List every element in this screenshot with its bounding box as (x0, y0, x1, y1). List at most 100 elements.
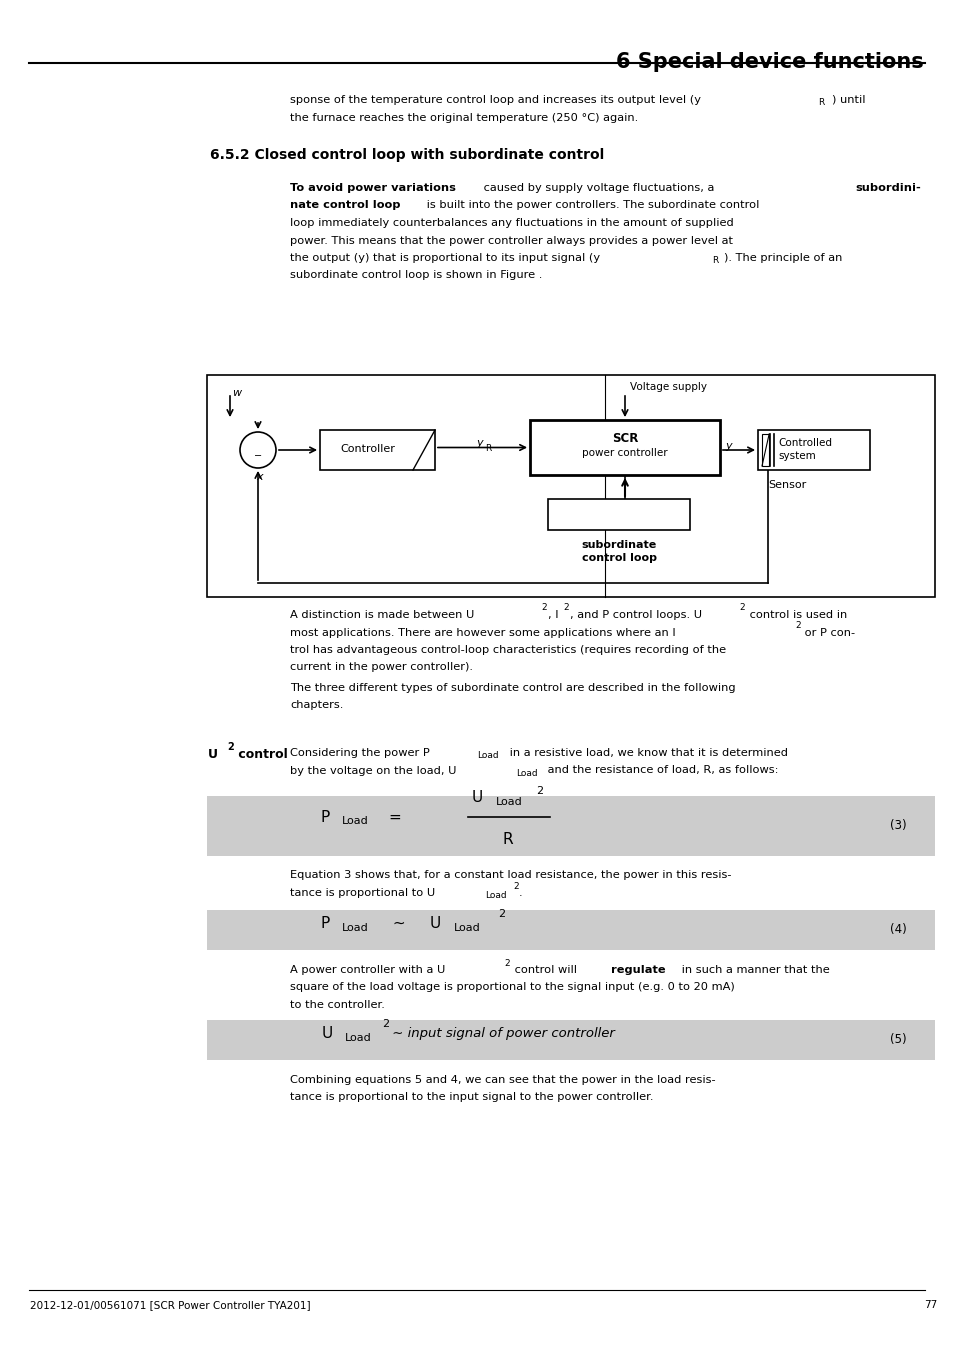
Text: (4): (4) (889, 923, 905, 937)
Bar (319, 431, 435, 470)
Text: R: R (485, 444, 491, 454)
Text: in a resistive load, we know that it is determined: in a resistive load, we know that it is … (505, 748, 786, 757)
Text: 2: 2 (497, 909, 504, 919)
Text: Equation 3 shows that, for a constant load resistance, the power in this resis-: Equation 3 shows that, for a constant lo… (290, 869, 731, 880)
Text: is built into the power controllers. The subordinate control: is built into the power controllers. The… (423, 201, 760, 211)
Text: 2012-12-01/00561071 [SCR Power Controller TYA201]: 2012-12-01/00561071 [SCR Power Controlle… (30, 1300, 311, 1310)
Text: Combining equations 5 and 4, we can see that the power in the load resis-: Combining equations 5 and 4, we can see … (290, 1075, 715, 1085)
Bar (207, 910, 934, 950)
Text: A power controller with a U: A power controller with a U (290, 965, 445, 975)
Bar (530, 420, 720, 475)
Text: control loop: control loop (581, 554, 656, 563)
Text: to the controller.: to the controller. (290, 1000, 384, 1010)
Text: R: R (712, 256, 718, 265)
Bar (758, 431, 869, 470)
Text: Controller: Controller (339, 444, 395, 454)
Text: U: U (472, 791, 483, 806)
Text: x: x (255, 472, 262, 482)
Text: by the voltage on the load, U: by the voltage on the load, U (290, 765, 456, 775)
Text: system: system (778, 451, 815, 460)
Text: ∼ input signal of power controller: ∼ input signal of power controller (388, 1027, 615, 1041)
Text: y: y (724, 441, 731, 451)
Text: tance is proportional to U: tance is proportional to U (290, 887, 435, 898)
Text: current in the power controller).: current in the power controller). (290, 663, 473, 672)
Text: regulate: regulate (610, 965, 665, 975)
Text: =: = (388, 810, 400, 825)
Text: Load: Load (485, 891, 507, 900)
Text: in such a manner that the: in such a manner that the (678, 965, 829, 975)
Text: The three different types of subordinate control are described in the following: The three different types of subordinate… (290, 683, 735, 693)
Text: (3): (3) (889, 819, 905, 833)
Text: ∼: ∼ (388, 917, 410, 932)
Text: P: P (319, 917, 329, 932)
Bar (207, 375, 934, 597)
Text: Sensor: Sensor (767, 481, 805, 490)
Text: ) until: ) until (831, 95, 864, 105)
Text: Load: Load (341, 923, 369, 933)
Text: Load: Load (516, 769, 537, 778)
Text: , I: , I (547, 610, 558, 620)
Text: power controller: power controller (581, 448, 667, 459)
Text: P: P (319, 810, 329, 825)
Text: most applications. There are however some applications where an I: most applications. There are however som… (290, 628, 675, 637)
Text: Load: Load (341, 817, 369, 826)
Text: control: control (233, 748, 287, 761)
Text: ). The principle of an: ). The principle of an (723, 252, 842, 263)
Text: 2: 2 (541, 603, 547, 613)
Text: U: U (430, 917, 441, 932)
Text: R: R (502, 832, 513, 846)
Text: (5): (5) (889, 1034, 905, 1046)
Bar (207, 796, 934, 856)
Text: control is used in: control is used in (744, 610, 846, 620)
Text: or P con-: or P con- (801, 628, 854, 637)
Text: the furnace reaches the original temperature (250 °C) again.: the furnace reaches the original tempera… (290, 113, 638, 123)
Text: control will: control will (510, 965, 579, 975)
Text: 2: 2 (739, 603, 744, 613)
Text: 6 Special device functions: 6 Special device functions (616, 53, 923, 72)
Bar (207, 1021, 934, 1060)
Text: power. This means that the power controller always provides a power level at: power. This means that the power control… (290, 235, 732, 246)
Text: and the resistance of load, R, as follows:: and the resistance of load, R, as follow… (544, 765, 779, 775)
Text: 6.5.2 Closed control loop with subordinate control: 6.5.2 Closed control loop with subordina… (210, 148, 603, 162)
Text: SCR: SCR (611, 432, 638, 446)
Text: trol has advantageous control-loop characteristics (requires recording of the: trol has advantageous control-loop chara… (290, 645, 725, 655)
Text: loop immediately counterbalances any fluctuations in the amount of supplied: loop immediately counterbalances any flu… (290, 217, 733, 228)
Text: 2: 2 (504, 960, 510, 968)
Text: A distinction is made between U: A distinction is made between U (290, 610, 474, 620)
Text: 2: 2 (381, 1019, 389, 1029)
Text: Considering the power P: Considering the power P (290, 748, 429, 757)
Text: Load: Load (454, 923, 480, 933)
Text: the output (y) that is proportional to its input signal (y: the output (y) that is proportional to i… (290, 252, 599, 263)
Text: To avoid power variations: To avoid power variations (290, 184, 456, 193)
Text: chapters.: chapters. (290, 701, 343, 710)
Text: caused by supply voltage fluctuations, a: caused by supply voltage fluctuations, a (479, 184, 717, 193)
Text: sponse of the temperature control loop and increases its output level (y: sponse of the temperature control loop a… (290, 95, 700, 105)
Text: Load: Load (496, 796, 522, 807)
Text: 2: 2 (794, 621, 800, 630)
Text: Load: Load (477, 752, 498, 760)
Text: square of the load voltage is proportional to the signal input (e.g. 0 to 20 mA): square of the load voltage is proportion… (290, 983, 734, 992)
Text: w: w (232, 387, 241, 398)
Text: Voltage supply: Voltage supply (629, 382, 706, 391)
Text: 77: 77 (923, 1300, 936, 1310)
Text: tance is proportional to the input signal to the power controller.: tance is proportional to the input signa… (290, 1092, 653, 1103)
Text: , and P control loops. U: , and P control loops. U (569, 610, 700, 620)
Text: −: − (253, 451, 262, 460)
Text: Controlled: Controlled (778, 437, 831, 448)
Text: 2: 2 (513, 882, 518, 891)
Text: R: R (817, 99, 823, 107)
Text: .: . (518, 887, 522, 898)
Text: 2: 2 (563, 603, 569, 613)
Text: U: U (322, 1026, 333, 1041)
Text: subordini-: subordini- (854, 184, 920, 193)
Text: 2: 2 (227, 741, 234, 752)
Text: 2: 2 (536, 786, 542, 796)
Text: subordinate control loop is shown in Figure .: subordinate control loop is shown in Fig… (290, 270, 542, 281)
Text: subordinate: subordinate (580, 540, 656, 549)
Text: nate control loop: nate control loop (290, 201, 400, 211)
Text: y: y (476, 439, 482, 448)
Bar (761, 433, 768, 466)
Text: Load: Load (345, 1033, 372, 1044)
Text: U: U (208, 748, 218, 761)
Bar (547, 500, 689, 531)
